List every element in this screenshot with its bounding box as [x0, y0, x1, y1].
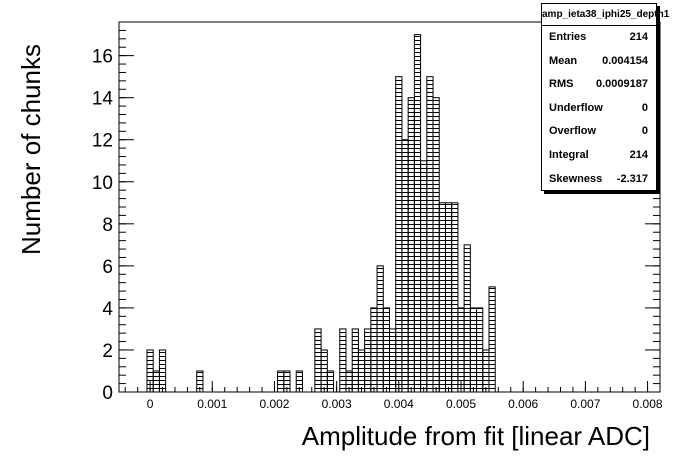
y-tick-label: 14 [92, 89, 114, 110]
x-tick-label: 0.008 [633, 397, 663, 411]
stats-label: Entries [549, 31, 587, 43]
histogram-bar [413, 34, 422, 393]
histogram-bar [488, 286, 496, 393]
histogram-bar [444, 202, 453, 393]
histogram-bar [432, 97, 440, 393]
stats-row: RMS 0.0009187 [542, 73, 656, 97]
histogram-bar [426, 76, 434, 393]
stats-box: amp_ieta38_iphi25_depth1 Entries 214 Mean… [541, 3, 669, 192]
stats-row: Mean 0.004154 [542, 50, 656, 74]
histogram-bar [451, 202, 459, 393]
stats-row: Integral 214 [542, 144, 656, 168]
stats-value: 214 [629, 148, 648, 161]
histogram-bar [320, 349, 328, 393]
y-tick-label: 10 [92, 173, 113, 194]
x-tick-label: 0.001 [197, 397, 227, 411]
stats-label: RMS [549, 78, 574, 91]
x-axis-label: Amplitude from fit [linear ADC] [301, 421, 650, 451]
y-tick-label: 4 [102, 299, 113, 320]
stats-row: Entries 214 [542, 26, 656, 50]
stats-box-title: amp_ieta38_iphi25_depth1 [542, 4, 669, 26]
x-tick-label: 0.004 [384, 397, 414, 411]
y-tick-label: 16 [92, 47, 113, 68]
x-tick-label: 0.006 [508, 397, 538, 411]
histogram-bar [277, 370, 285, 393]
histogram-bar [420, 160, 428, 393]
histogram-bar [314, 328, 322, 393]
stats-value: 0 [641, 101, 648, 114]
y-tick-label: 12 [92, 131, 113, 152]
stats-value: 0 [641, 125, 648, 138]
histogram-bar [382, 307, 391, 393]
stats-value: 0.004154 [602, 54, 648, 67]
histogram-bar [326, 370, 335, 393]
stats-row: Overflow 0 [542, 120, 656, 144]
histogram-bar [389, 328, 397, 393]
y-axis-label: Number of chunks [16, 44, 46, 255]
histogram-bar [469, 307, 478, 393]
histogram-bar [457, 307, 465, 393]
stats-row: Underflow 0 [542, 97, 656, 121]
stats-label: Mean [549, 54, 578, 67]
y-tick-label: 2 [102, 341, 113, 362]
histogram-bar [407, 97, 415, 393]
histogram-bar [370, 307, 378, 393]
stats-label: Integral [549, 148, 589, 161]
histogram-bar [482, 349, 490, 393]
y-tick-label: 8 [102, 215, 113, 236]
histogram-bar [438, 202, 446, 393]
histogram-bar [357, 349, 366, 393]
y-tick-label: 6 [102, 257, 113, 278]
stats-label: Skewness [549, 172, 603, 185]
x-tick-label: 0.005 [446, 397, 476, 411]
stats-label: Overflow [549, 125, 597, 138]
histogram-bar [351, 328, 359, 393]
x-tick-label: 0.003 [322, 397, 352, 411]
histogram-bar [463, 244, 471, 393]
histogram-bar [339, 328, 347, 393]
histogram-bar [395, 76, 403, 393]
histogram-bar [476, 307, 484, 393]
y-tick-label: 0 [102, 383, 113, 404]
stats-value: 0.0009187 [596, 78, 648, 91]
histogram-bar [376, 265, 384, 393]
histogram-bar [401, 139, 409, 393]
histogram-bar [364, 328, 372, 393]
stats-row: Skewness -2.317 [542, 168, 656, 192]
histogram-bar [152, 370, 160, 393]
stats-label: Underflow [549, 101, 603, 114]
histogram-bar [158, 349, 167, 393]
x-tick-label: 0.007 [570, 397, 600, 411]
stats-value: 214 [629, 31, 648, 43]
x-tick-label: 0 [147, 397, 154, 411]
x-tick-label: 0.002 [259, 397, 289, 411]
stats-value: -2.317 [616, 172, 648, 185]
